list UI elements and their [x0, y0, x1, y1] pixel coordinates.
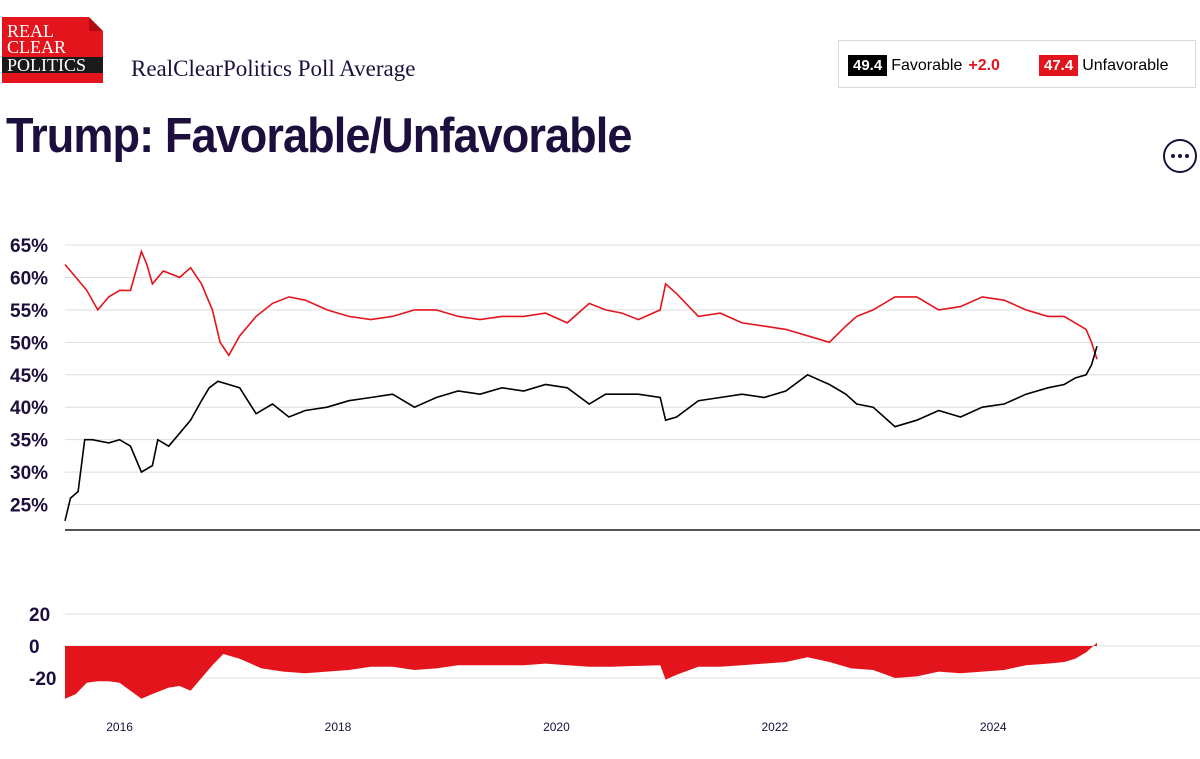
spread-y-axis: 20 0 -20: [29, 605, 56, 690]
logo-fold: [89, 17, 103, 31]
y-tick-label: 40%: [10, 398, 48, 419]
rcp-logo[interactable]: REAL CLEAR POLITICS: [2, 17, 103, 83]
y-tick-label: 55%: [10, 301, 48, 322]
favorable-label: Favorable: [891, 56, 963, 74]
more-dot-icon: [1185, 154, 1189, 158]
main-y-axis: 65% 60% 55% 50% 45% 40% 35% 30% 25%: [10, 236, 48, 517]
logo-line-3: POLITICS: [2, 56, 103, 74]
y-tick-label: 50%: [10, 333, 48, 354]
favorable-value-badge: 49.4: [848, 55, 888, 76]
spread-y-tick-label: 20: [29, 605, 50, 626]
logo-line-1: REAL: [7, 21, 54, 41]
x-tick-label: 2022: [761, 720, 788, 734]
series-line-favorable: [64, 345, 1098, 521]
y-tick-label: 30%: [10, 463, 48, 484]
unfavorable-label: Unfavorable: [1082, 56, 1169, 74]
x-axis: 2016 2018 2020 2022 2024: [106, 720, 1007, 734]
logo-line-2: CLEAR: [7, 37, 67, 57]
spread-y-tick-label: 0: [29, 637, 40, 658]
unfavorable-value-badge: 47.4: [1039, 55, 1079, 76]
x-tick-label: 2018: [325, 720, 352, 734]
x-tick-label: 2020: [543, 720, 570, 734]
more-dot-icon: [1178, 154, 1182, 158]
y-tick-label: 65%: [10, 236, 48, 257]
spread-y-tick-label: -20: [29, 669, 56, 690]
main-gridlines: [65, 244, 1200, 506]
more-dot-icon: [1171, 154, 1175, 158]
series-line-unfavorable: [64, 249, 1098, 360]
page-title: Trump: Favorable/Unfavorable: [6, 109, 632, 163]
legend-unfavorable: 47.4 Unfavorable: [1039, 55, 1168, 76]
y-tick-label: 60%: [10, 268, 48, 289]
more-options-button[interactable]: [1163, 139, 1197, 173]
x-tick-label: 2016: [106, 720, 133, 734]
spread-value: +2.0: [968, 56, 1000, 74]
x-tick-label: 2024: [980, 720, 1007, 734]
y-tick-label: 25%: [10, 496, 48, 517]
legend-favorable: 49.4 Favorable +2.0: [848, 55, 1000, 76]
legend-box: 49.4 Favorable +2.0 47.4 Unfavorable: [838, 40, 1196, 88]
y-tick-label: 35%: [10, 431, 48, 452]
spread-area: [65, 642, 1097, 699]
y-tick-label: 45%: [10, 366, 48, 387]
brand-subtitle: RealClearPolitics Poll Average: [131, 56, 416, 81]
